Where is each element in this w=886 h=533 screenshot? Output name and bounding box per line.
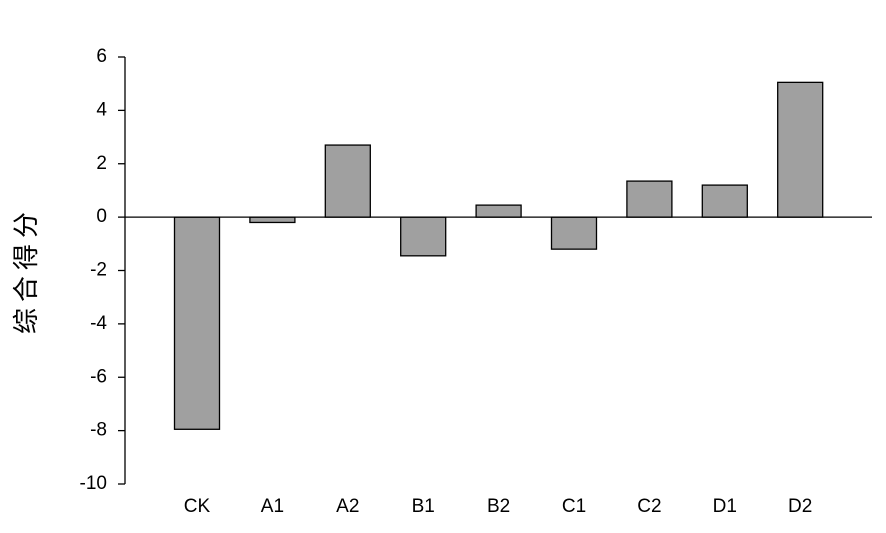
bar [400,216,447,257]
y-tick-label: -4 [90,313,107,334]
bar [701,184,748,218]
x-tick-label: C2 [637,496,661,517]
y-tick-label: 6 [96,46,107,67]
y-tick-label: -6 [90,366,107,387]
y-tick-label: -2 [90,260,107,281]
x-tick-label: CK [184,496,211,517]
y-tick-label: -10 [80,473,107,494]
x-tick-label: C1 [562,496,586,517]
x-tick-label: A1 [261,496,284,517]
bar [777,81,824,218]
x-tick-label: A2 [336,496,359,517]
bar [324,144,371,218]
x-tick-label: D1 [713,496,737,517]
bar [550,216,598,250]
bar [475,204,522,218]
y-tick-label: -8 [90,420,107,441]
y-tick-label: 4 [96,99,107,120]
x-tick-label: B1 [412,496,435,517]
bar [626,180,673,218]
y-tick-label: 2 [96,153,107,174]
bar [173,216,221,430]
x-tick-label: D2 [788,496,812,517]
y-axis-label: 综合得分 [11,206,41,334]
x-tick-label: B2 [487,496,510,517]
bar [249,216,296,224]
y-tick-label: 0 [96,206,107,227]
